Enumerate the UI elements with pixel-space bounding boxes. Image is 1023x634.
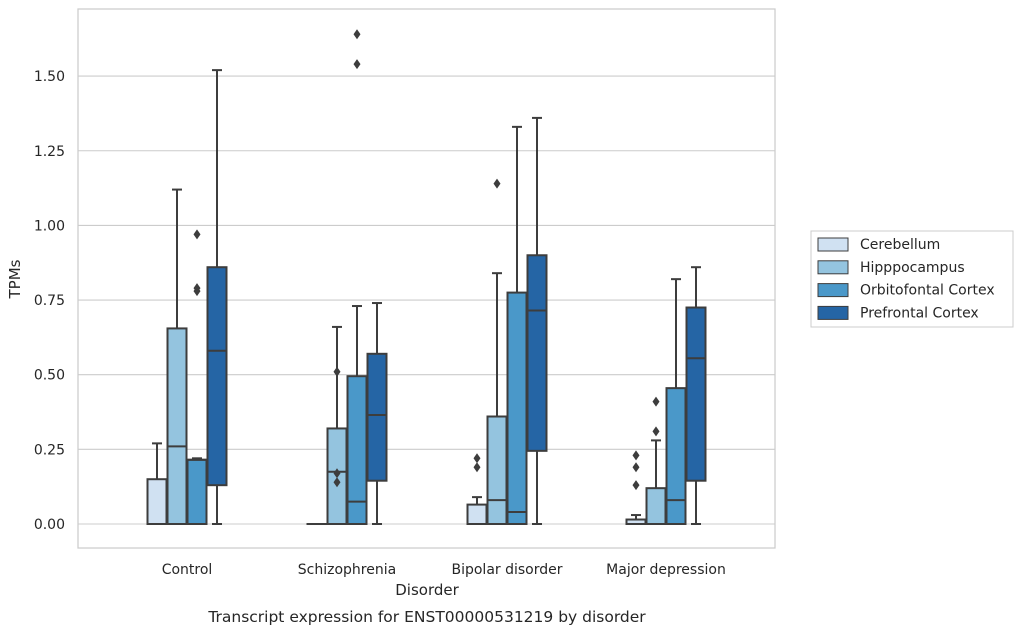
- outlier-point: [333, 468, 341, 479]
- x-tick-label: Major depression: [606, 562, 726, 578]
- x-tick-label: Schizophrenia: [298, 562, 396, 578]
- outlier-point: [493, 178, 501, 189]
- outlier-point: [473, 453, 481, 464]
- box-major-depression: [625, 450, 647, 525]
- box-iqr: [466, 503, 488, 526]
- legend-swatch: [817, 237, 849, 252]
- box-bipolar-disorder: [466, 453, 488, 526]
- y-tick-label: 1.00: [34, 218, 65, 234]
- y-tick-label: 0.50: [34, 368, 65, 384]
- box-major-depression: [685, 266, 707, 525]
- box-iqr: [366, 352, 388, 482]
- outlier-point: [193, 229, 201, 240]
- outlier-point: [632, 480, 640, 491]
- box-iqr: [166, 327, 188, 525]
- box-iqr: [146, 478, 168, 525]
- chart-caption: Transcript expression for ENST0000053121…: [207, 608, 646, 626]
- y-tick-label: 0.75: [34, 293, 65, 309]
- box-control: [146, 442, 168, 525]
- legend: Cerebellum Hipppocampus Orbitofontal Corte…: [810, 230, 1014, 328]
- legend-swatch: [817, 283, 849, 298]
- outlier-point: [353, 59, 361, 70]
- series-orbitofontal-cortex: [186, 29, 687, 525]
- outlier-point: [193, 283, 201, 294]
- outlier-point: [333, 477, 341, 488]
- outlier-point: [652, 426, 660, 437]
- box-bipolar-disorder: [506, 125, 528, 525]
- x-axis-title: Disorder: [395, 581, 459, 599]
- outlier-point: [652, 396, 660, 407]
- box-iqr: [685, 306, 707, 482]
- y-tick-labels: 0.00 0.25 0.50 0.75 1.00 1.25 1.50: [34, 69, 65, 533]
- y-axis-title: TPMs: [6, 259, 24, 299]
- legend-swatch: [817, 260, 849, 275]
- series-hipppocampus: [166, 178, 667, 525]
- boxes: [146, 29, 707, 526]
- outlier-point: [353, 29, 361, 40]
- box-major-depression: [665, 278, 687, 525]
- legend-label: Prefrontal Cortex: [860, 305, 979, 321]
- series-prefrontal-cortex: [206, 69, 707, 525]
- y-tick-label: 0.00: [34, 517, 65, 533]
- box-iqr: [526, 254, 548, 452]
- box-iqr: [206, 266, 228, 487]
- legend-label: Hipppocampus: [860, 260, 965, 276]
- grid-lines: [78, 75, 775, 525]
- outlier-point: [333, 366, 341, 377]
- y-tick-label: 1.25: [34, 144, 65, 160]
- outlier-point: [632, 450, 640, 461]
- legend-label: Orbitofontal Cortex: [860, 283, 995, 299]
- box-schizophrenia: [366, 302, 388, 525]
- box-iqr: [506, 291, 528, 525]
- x-tick-labels: Control Schizophrenia Bipolar disorder Majo…: [162, 562, 726, 578]
- box-bipolar-disorder: [526, 116, 548, 525]
- box-schizophrenia: [326, 325, 348, 525]
- legend-label: Cerebellum: [860, 237, 940, 253]
- box-iqr: [186, 458, 208, 525]
- box-iqr: [486, 415, 508, 525]
- box-control: [186, 229, 208, 525]
- box-control: [166, 188, 188, 525]
- box-schizophrenia: [346, 29, 368, 525]
- box-major-depression: [645, 396, 667, 525]
- outlier-point: [473, 462, 481, 473]
- box-control: [206, 69, 228, 525]
- x-tick-label: Bipolar disorder: [451, 562, 562, 578]
- outlier-point: [632, 462, 640, 473]
- x-tick-label: Control: [162, 562, 213, 578]
- legend-swatch: [817, 305, 849, 320]
- box-iqr: [665, 387, 687, 525]
- box-iqr: [645, 487, 667, 525]
- y-tick-label: 0.25: [34, 442, 65, 458]
- y-tick-label: 1.50: [34, 69, 65, 85]
- plot-frame: [77, 8, 776, 549]
- box-bipolar-disorder: [486, 178, 508, 525]
